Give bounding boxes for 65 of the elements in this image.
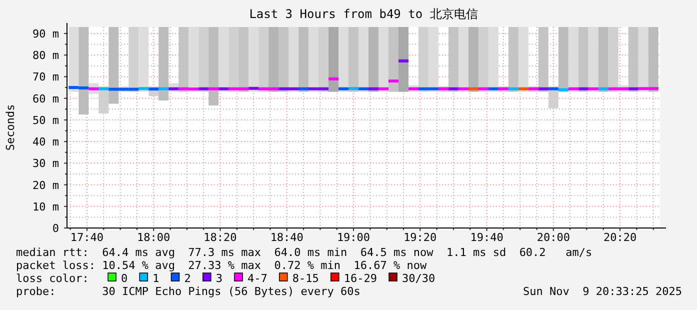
bar: [398, 27, 408, 92]
bar: [98, 86, 109, 114]
bar: [218, 27, 229, 92]
bar: [308, 27, 319, 92]
bar: [318, 27, 329, 92]
bar: [458, 27, 468, 92]
x-tick-label: 17:40: [70, 231, 104, 244]
bar: [248, 27, 259, 92]
bar: [338, 27, 349, 92]
bar: [208, 27, 219, 106]
bar: [328, 27, 339, 92]
x-tick-label: 19:40: [470, 231, 504, 244]
legend-label: 1: [152, 272, 160, 285]
y-tick-label: 60 m: [32, 92, 60, 106]
y-tick-label: 80 m: [32, 49, 60, 62]
legend-label: 2: [184, 272, 191, 285]
bar: [138, 27, 149, 92]
bar: [348, 27, 359, 92]
x-tick-label: 19:20: [404, 231, 437, 244]
bar: [358, 27, 368, 92]
text: Sun Nov 9 20:33:25 2025: [523, 285, 682, 298]
y-tick-label: 40 m: [32, 136, 60, 149]
bar: [198, 27, 209, 92]
x-tick-label: 18:00: [137, 231, 170, 244]
x-tick-label: 18:20: [204, 231, 237, 244]
bar: [588, 27, 598, 92]
x-tick-label: 20:00: [536, 231, 570, 244]
bar: [418, 27, 428, 92]
y-axis-title: Seconds: [4, 104, 17, 151]
bar: [128, 27, 139, 92]
chart-title: Last 3 Hours from b49 to 北京电信: [249, 7, 478, 21]
bar: [488, 27, 498, 92]
bar: [68, 27, 79, 92]
y-tick-label: 20 m: [32, 178, 60, 192]
bar: [278, 27, 289, 92]
bar: [188, 27, 199, 92]
bar: [258, 27, 269, 92]
legend-label: 16-29: [344, 272, 377, 285]
x-tick-label: 18:40: [270, 231, 304, 244]
bar: [568, 27, 578, 92]
legend-label: 3: [216, 272, 222, 285]
text: median rtt: 64.4 ms avg 77.3 ms max 64.0 ms min 64.5 ms now 1.1 ms sd 60.2 am/s: [16, 246, 592, 259]
x-tick-label: 19:00: [336, 231, 370, 244]
bar: [428, 27, 438, 92]
legend-label: 30/30: [402, 272, 436, 285]
bar: [478, 27, 488, 92]
legend-label: 8-15: [292, 272, 319, 285]
bar: [608, 27, 618, 92]
legend-label: 0: [121, 272, 128, 285]
y-tick-label: 10 m: [32, 200, 60, 214]
legend-label: 4-7: [248, 272, 268, 285]
text: packet loss: 10.54 % avg 27.33 % max 0.72 % min 16.67 % now: [16, 259, 427, 272]
text: probe: 30 ICMP Echo Pings (56 Bytes) every 60s: [16, 285, 360, 298]
y-tick-label: 0: [52, 222, 59, 235]
y-tick-label: 70 m: [32, 70, 60, 84]
bar: [378, 27, 388, 92]
bar: [638, 27, 648, 92]
bar: [388, 27, 398, 92]
y-tick-label: 30 m: [32, 157, 60, 170]
y-tick-label: 90 m: [32, 27, 60, 40]
y-tick-label: 50 m: [32, 114, 60, 127]
legend-title: loss color:: [16, 272, 89, 285]
bar: [288, 27, 299, 92]
x-tick-label: 20:20: [603, 231, 637, 244]
bar: [518, 27, 528, 92]
